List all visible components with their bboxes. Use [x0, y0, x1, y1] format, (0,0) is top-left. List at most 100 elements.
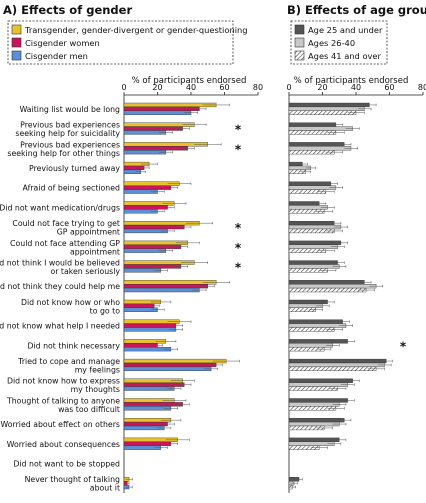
- panel-b-bar: [288, 362, 385, 368]
- panel-b-bar: [288, 398, 348, 403]
- panel-a-bar: [123, 406, 172, 411]
- panel-a-bar: [123, 386, 175, 391]
- legend-b-label-1: Ages 26-40: [308, 38, 355, 48]
- panel-b-bar: [288, 224, 342, 230]
- panel-b-bar: [288, 260, 338, 265]
- category-label: Waiting list would be long: [20, 105, 120, 114]
- panel-a-significance-mark: *: [235, 241, 242, 255]
- panel-b-bar: [288, 280, 365, 285]
- panel-a-tick-label: 60: [219, 83, 229, 92]
- panel-a-tick-label: 20: [152, 83, 162, 92]
- panel-b-title: B) Effects of age group: [287, 3, 426, 17]
- panel-b-xlabel: % of participants endorsed: [294, 76, 409, 86]
- panel-b-tick-label: 40: [351, 83, 361, 92]
- legend-b-swatch-0: [294, 24, 305, 35]
- category-label: Afraid of being sectioned: [23, 184, 121, 193]
- panel-b-bar: [288, 378, 353, 383]
- category-label: Did not know what help I needed: [0, 322, 120, 331]
- panel-b-bar: [288, 402, 340, 407]
- panel-a-significance-mark: *: [235, 260, 242, 274]
- panel-b-bar: [288, 146, 352, 151]
- category-label: Previous bad experiences seeking help for…: [15, 121, 120, 139]
- category-label: Never thought of talking about it: [25, 475, 120, 493]
- legend-a: Transgender, gender-divergent or gender-…: [7, 20, 248, 65]
- panel-a-significance-mark: *: [235, 123, 242, 137]
- panel-a-significance-mark: *: [235, 221, 242, 235]
- panel-a-bar: [123, 382, 185, 387]
- panel-b-bar: [288, 142, 345, 147]
- panel-a-bar: [123, 441, 172, 446]
- panel-a-bar: [123, 358, 227, 364]
- panel-a-bar: [123, 244, 182, 249]
- category-label: Did not think I would be believed or take…: [0, 258, 120, 276]
- panel-b-bar: [288, 319, 343, 324]
- panel-a-bar: [123, 362, 217, 368]
- panel-b-bar: [288, 185, 337, 190]
- panel-b-bar: [288, 366, 377, 371]
- panel-a-title: A) Effects of gender: [3, 3, 132, 17]
- panel-b-bar: [288, 240, 342, 245]
- panel-b-bar: [288, 421, 340, 427]
- panel-b-bar: [288, 110, 357, 115]
- panel-b-bar: [288, 339, 348, 344]
- panel-b-tick-label: 20: [317, 83, 327, 92]
- category-label: Could not face attending GP appointment: [10, 239, 120, 257]
- legend-b-frame: [290, 20, 388, 65]
- panel-a-bar: [123, 146, 188, 151]
- legend-a-label-2: Cisgender men: [25, 51, 88, 61]
- legend-b-swatch-2: [294, 50, 305, 61]
- panel-b-bar: [288, 437, 340, 442]
- panel-a-bar: [123, 185, 172, 190]
- panel-a-bar: [123, 224, 185, 230]
- panel-b-bar: [288, 418, 345, 423]
- panel-a-bar: [123, 366, 212, 371]
- category-label: Tried to cope and manage my feelings: [17, 357, 120, 375]
- panel-b-tick-label: 0: [286, 83, 291, 92]
- category-label: Did not want medication/drugs: [0, 203, 120, 212]
- panel-a-bar: [123, 106, 200, 112]
- legend-a-swatch-0: [11, 24, 22, 35]
- category-label: Worried about consequences: [7, 440, 120, 449]
- panel-b-bar: [288, 244, 338, 249]
- panel-a-bar: [123, 323, 177, 328]
- category-label: Did not know how or who to go to: [21, 298, 120, 316]
- panel-b-bar: [288, 441, 335, 446]
- panel-a-bar: [123, 264, 182, 269]
- legend-a-label-1: Cisgender women: [25, 38, 100, 48]
- legend-a-label-0: Transgender, gender-divergent or gender-…: [24, 25, 248, 35]
- panel-b-bar: [288, 126, 353, 131]
- panel-b-bar: [288, 287, 367, 293]
- panel-b-bar: [288, 264, 340, 269]
- panel-a-tick-label: 0: [121, 83, 126, 92]
- panel-a-bar: [123, 402, 183, 407]
- panel-b-tick-label: 60: [384, 83, 394, 92]
- panel-b-bar: [288, 382, 348, 387]
- category-label: Worried about effect on others: [1, 420, 120, 429]
- legend-a-swatch-2: [11, 50, 22, 61]
- category-label: Did not want to be stopped: [13, 459, 120, 468]
- panel-a-bar: [123, 284, 208, 289]
- category-label: Previous bad experiences seeking help for…: [7, 140, 120, 158]
- panel-a-bar: [123, 102, 217, 108]
- panel-b-bar: [288, 284, 377, 289]
- panel-b-bar: [288, 102, 370, 108]
- panel-b-bar: [288, 323, 347, 328]
- panel-a-bar: [123, 126, 183, 131]
- legend-b-swatch-1: [294, 37, 305, 48]
- panel-b-bar: [288, 220, 335, 226]
- category-label: Could not face trying to get GP appointme…: [12, 219, 120, 237]
- legend-b: Age 25 and under Ages 26-40 Ages 41 and …: [290, 20, 388, 65]
- panel-b-bar: [288, 358, 387, 364]
- category-label: Did not know how to express my thoughts: [7, 377, 120, 395]
- legend-b-label-0: Age 25 and under: [308, 25, 383, 35]
- category-label: Previously turned away: [29, 164, 120, 173]
- panel-a-bar: [123, 347, 172, 352]
- panel-b-bar: [288, 106, 365, 112]
- panel-a-xlabel: % of participants endorsed: [132, 76, 247, 86]
- panel-a-tick-label: 40: [186, 83, 196, 92]
- panel-b-bar: [288, 122, 337, 127]
- panel-a-bar: [123, 280, 217, 285]
- category-label: Did not think they could help me: [0, 282, 120, 291]
- panel-a-bar: [123, 287, 200, 293]
- panel-a-tick-label: 80: [253, 83, 263, 92]
